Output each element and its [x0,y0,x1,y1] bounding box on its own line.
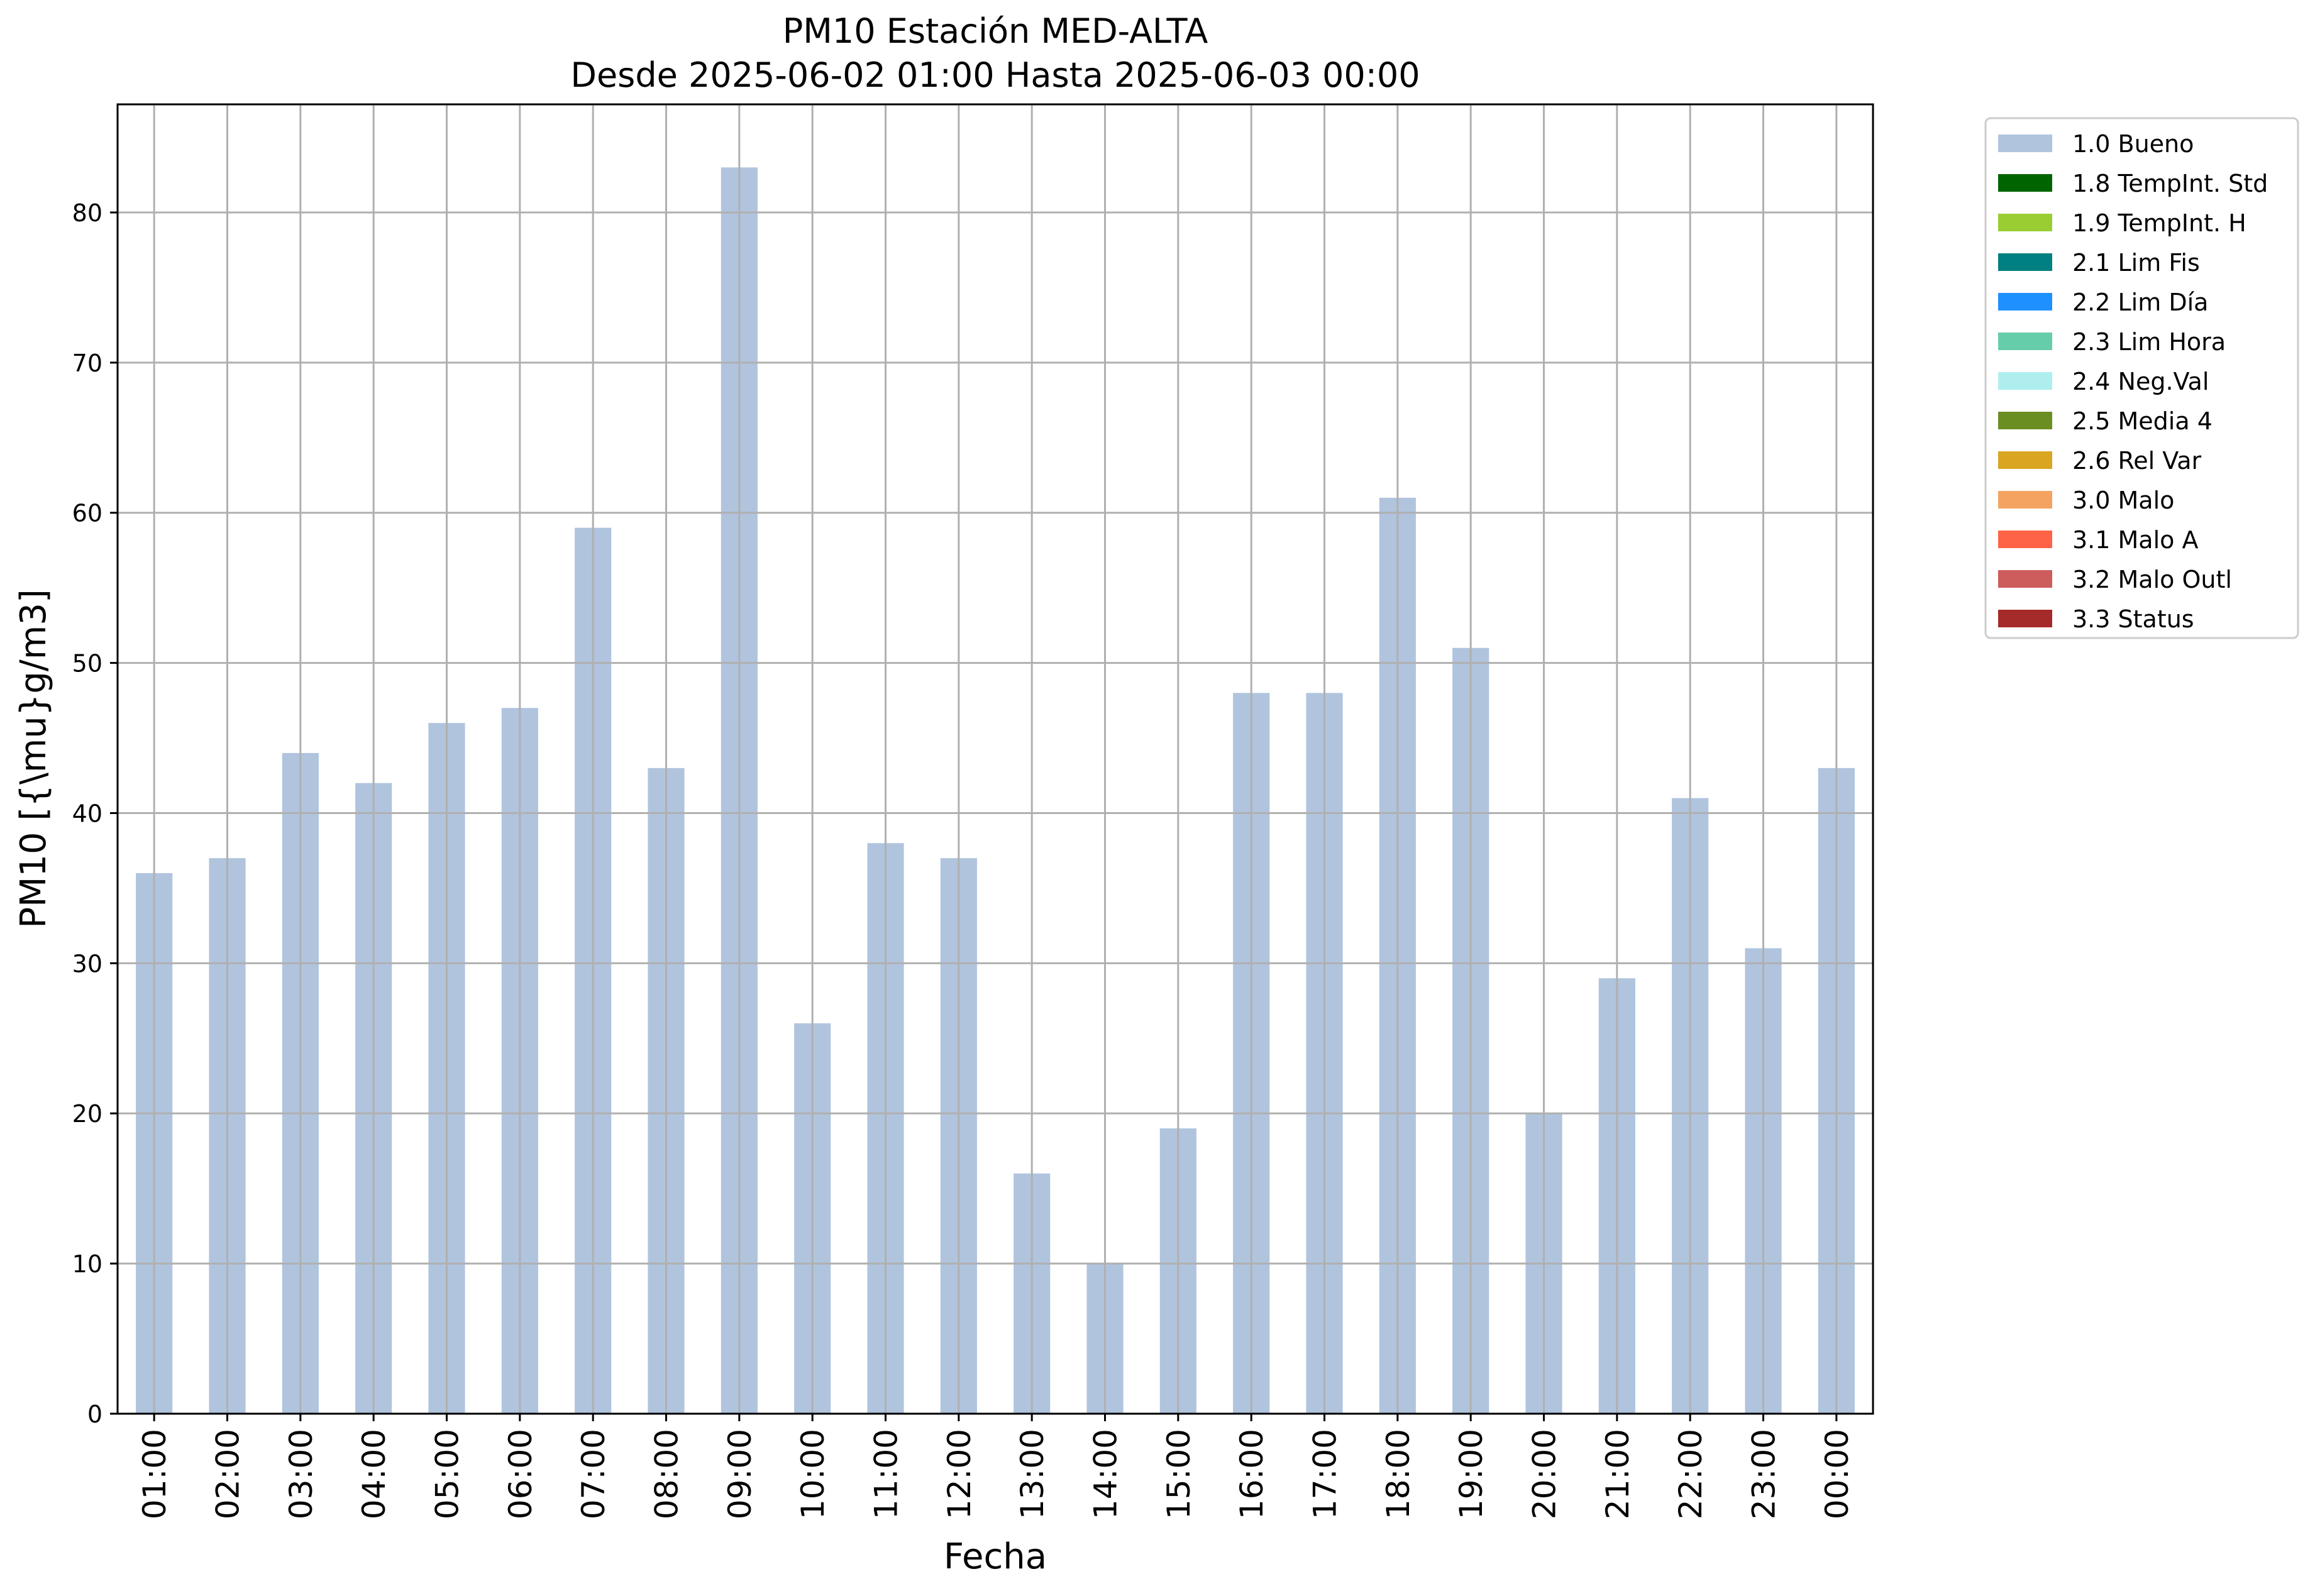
legend-label: 2.6 Rel Var [2072,447,2202,475]
legend-label: 2.2 Lim Día [2072,289,2208,316]
legend-swatch [1998,135,2052,152]
chart-title: PM10 Estación MED-ALTA [783,11,1208,51]
x-tick-label: 01:00 [136,1429,173,1519]
legend-swatch [1998,610,2052,627]
legend-label: 1.9 TempInt. H [2072,209,2246,237]
legend-label: 2.4 Neg.Val [2072,368,2209,395]
x-axis-label: Fecha [944,1536,1047,1577]
x-tick-label: 12:00 [941,1429,978,1519]
legend-label: 1.0 Bueno [2072,130,2194,158]
x-tick-label: 04:00 [356,1429,392,1519]
x-tick-label: 09:00 [722,1429,758,1519]
y-tick-label: 80 [72,199,102,227]
y-tick-label: 30 [72,950,102,977]
x-tick-label: 10:00 [795,1429,831,1519]
y-tick-label: 0 [87,1401,102,1428]
x-tick-label: 02:00 [210,1429,246,1519]
y-tick-label: 60 [72,500,102,527]
x-tick-label: 14:00 [1088,1429,1124,1519]
legend-swatch [1998,214,2052,231]
x-tick-label: 06:00 [502,1429,539,1519]
x-tick-label: 21:00 [1600,1429,1636,1519]
legend-label: 2.3 Lim Hora [2072,328,2226,356]
x-tick-label: 00:00 [1819,1429,1855,1519]
legend-label: 1.8 TempInt. Std [2072,170,2268,197]
x-tick-label: 03:00 [283,1429,319,1519]
x-tick-label: 16:00 [1234,1429,1270,1519]
x-tick-label: 18:00 [1380,1429,1417,1519]
chart-subtitle: Desde 2025-06-02 01:00 Hasta 2025-06-03 … [570,55,1420,95]
legend-swatch [1998,531,2052,548]
legend-swatch [1998,333,2052,350]
x-tick-label: 07:00 [575,1429,612,1519]
legend-label: 2.5 Media 4 [2072,407,2213,435]
y-tick-label: 20 [72,1100,102,1128]
legend-label: 2.1 Lim Fis [2072,249,2200,277]
legend-label: 3.3 Status [2072,605,2194,633]
legend-swatch [1998,174,2052,192]
x-tick-label: 19:00 [1453,1429,1489,1519]
x-tick-label: 05:00 [429,1429,466,1519]
y-tick-label: 50 [72,650,102,678]
legend-swatch [1998,372,2052,390]
y-tick-label: 70 [72,349,102,377]
x-tick-label: 17:00 [1307,1429,1344,1519]
x-tick-label: 22:00 [1672,1429,1709,1519]
x-tick-label: 13:00 [1014,1429,1051,1519]
legend-swatch [1998,253,2052,271]
x-tick-label: 08:00 [649,1429,685,1519]
y-axis-label: PM10 [{\mu}g/m3] [13,589,54,928]
legend-label: 3.1 Malo A [2072,526,2198,554]
y-tick-label: 40 [72,800,102,827]
x-tick-label: 23:00 [1746,1429,1782,1519]
legend-swatch [1998,451,2052,469]
legend-label: 3.2 Malo Outl [2072,566,2232,593]
y-tick-label: 10 [72,1250,102,1278]
x-tick-label: 20:00 [1527,1429,1563,1519]
legend-swatch [1998,491,2052,509]
x-tick-label: 11:00 [868,1429,905,1519]
legend-label: 3.0 Malo [2072,487,2174,514]
legend-swatch [1998,412,2052,429]
plot-frame [116,103,1874,1415]
legend-swatch [1998,293,2052,311]
legend: 1.0 Bueno 1.8 TempInt. Std 1.9 TempInt. H 2… [1984,117,2299,639]
legend-swatch [1998,570,2052,588]
legend-frame [1984,117,2299,639]
x-tick-label: 15:00 [1161,1429,1197,1519]
